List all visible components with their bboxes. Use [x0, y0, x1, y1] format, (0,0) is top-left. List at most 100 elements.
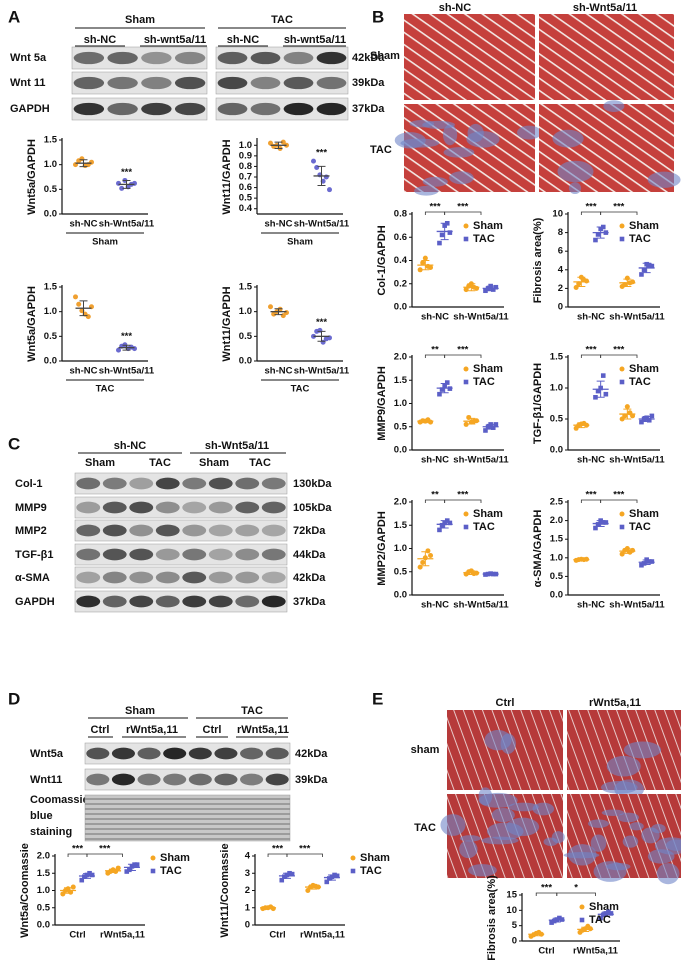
data-point: [649, 559, 655, 564]
data-point: [324, 879, 330, 885]
data-point: [649, 413, 655, 419]
row-label: GAPDH: [10, 103, 50, 115]
y-tick-label: 0.5: [239, 331, 253, 342]
x-tick-label: sh-NC: [577, 455, 605, 466]
y-tick-label: 0: [512, 936, 517, 947]
x-tick-label: sh-NC: [577, 600, 605, 611]
size-label: 39kDa: [295, 774, 328, 786]
y-axis-label: Wnt5a/GAPDH: [26, 286, 38, 362]
blot-band: [107, 76, 138, 90]
x-tick-label: sh-Wnt5a/11: [99, 219, 155, 230]
data-point: [595, 522, 601, 527]
blot-band: [174, 51, 206, 65]
data-point: [279, 877, 285, 883]
error-bar: [486, 573, 495, 576]
error-bar: [596, 380, 605, 398]
y-axis-label: MMP2/GAPDH: [376, 511, 388, 586]
y-axis-label: Wnt5a/Coomassie: [19, 843, 31, 938]
y-tick-label: 1.0: [239, 306, 252, 317]
significance-label: ***: [585, 345, 596, 356]
row-label: Sham: [370, 50, 400, 62]
error-bar: [79, 159, 88, 168]
data-point: [289, 871, 295, 877]
fibrosis-stain: [665, 839, 681, 851]
row-label: Wnt 11: [10, 77, 45, 89]
significance-bracket: [444, 211, 482, 215]
size-label: 72kDa: [293, 525, 326, 537]
data-point: [70, 884, 76, 890]
fibrosis-stain: [647, 171, 681, 188]
blot-band: [265, 773, 289, 786]
y-tick-label: 0.5: [550, 414, 564, 425]
y-axis-label: Wnt11/GAPDH: [221, 286, 233, 361]
data-point: [444, 380, 450, 385]
lane-label: Ctrl: [203, 724, 222, 736]
error-bar: [486, 285, 495, 292]
blot-band: [261, 595, 286, 608]
row-label: α-SMA: [15, 572, 50, 584]
data-point: [646, 559, 652, 564]
lane-label: TAC: [149, 457, 171, 469]
legend-marker: [579, 917, 585, 923]
data-point: [115, 865, 121, 871]
blot-band: [73, 76, 105, 90]
fibrosis-stain: [466, 131, 500, 148]
error-bar: [467, 417, 476, 425]
y-tick-label: 0.4: [239, 203, 253, 214]
error-bar: [317, 165, 326, 186]
significance-label: ***: [457, 202, 468, 213]
y-tick-label: 0.2: [394, 278, 407, 289]
data-point: [593, 395, 598, 400]
undefined: Sham: [125, 14, 155, 26]
legend-marker: [150, 855, 156, 861]
y-tick-label: 0.9: [239, 150, 252, 161]
fibrosis-stain: [422, 176, 448, 187]
fibrosis-stain: [622, 835, 639, 848]
y-tick-label: 0.7: [239, 172, 252, 183]
blot-band: [155, 524, 180, 537]
legend-marker: [350, 868, 356, 874]
size-label: 105kDa: [293, 502, 332, 514]
y-tick-label: 0.5: [239, 193, 253, 204]
blot-band: [155, 595, 180, 608]
row-label: MMP9: [15, 502, 47, 514]
fibrosis-stain: [394, 132, 426, 149]
y-tick-label: 2: [245, 885, 250, 896]
y-tick-label: 1.5: [394, 375, 408, 386]
y-axis-label: Wnt5a/GAPDH: [26, 139, 38, 215]
fibrosis-stain: [422, 120, 455, 129]
legend-marker: [463, 379, 469, 385]
undefined: Sham: [125, 705, 155, 717]
y-tick-label: 0.0: [394, 302, 407, 313]
data-point: [280, 139, 286, 145]
legend-marker: [619, 223, 625, 229]
data-point: [595, 232, 601, 237]
y-axis-label: Fibrosis area(%): [486, 875, 498, 961]
row-label: Wnt5a: [30, 748, 64, 760]
blot-band: [102, 524, 127, 537]
x-tick-label: sh-Wnt5a/11: [609, 600, 665, 611]
significance-label: *: [574, 883, 578, 894]
blot-band: [102, 548, 127, 561]
fibrosis-stain: [557, 160, 594, 183]
error-bar: [577, 422, 586, 429]
blot-band: [182, 595, 207, 608]
undefined: sh-NC: [114, 440, 146, 452]
legend-marker: [350, 855, 356, 861]
data-point: [649, 263, 655, 269]
error-bar: [601, 911, 610, 917]
size-label: 42kDa: [293, 572, 326, 584]
y-tick-label: 4: [558, 264, 564, 275]
data-point: [314, 164, 320, 170]
blot: [215, 71, 349, 95]
y-tick-label: 0.4: [394, 255, 408, 266]
y-tick-label: 2.0: [394, 352, 407, 363]
blot-band: [261, 477, 286, 490]
lane-label: sh-wnt5a/11: [284, 34, 346, 46]
blot-band: [86, 773, 110, 786]
blot-band: [155, 548, 180, 561]
x-tick-label: rWnt5a,11: [300, 930, 346, 941]
data-point: [268, 304, 273, 310]
blot-band: [73, 51, 105, 65]
